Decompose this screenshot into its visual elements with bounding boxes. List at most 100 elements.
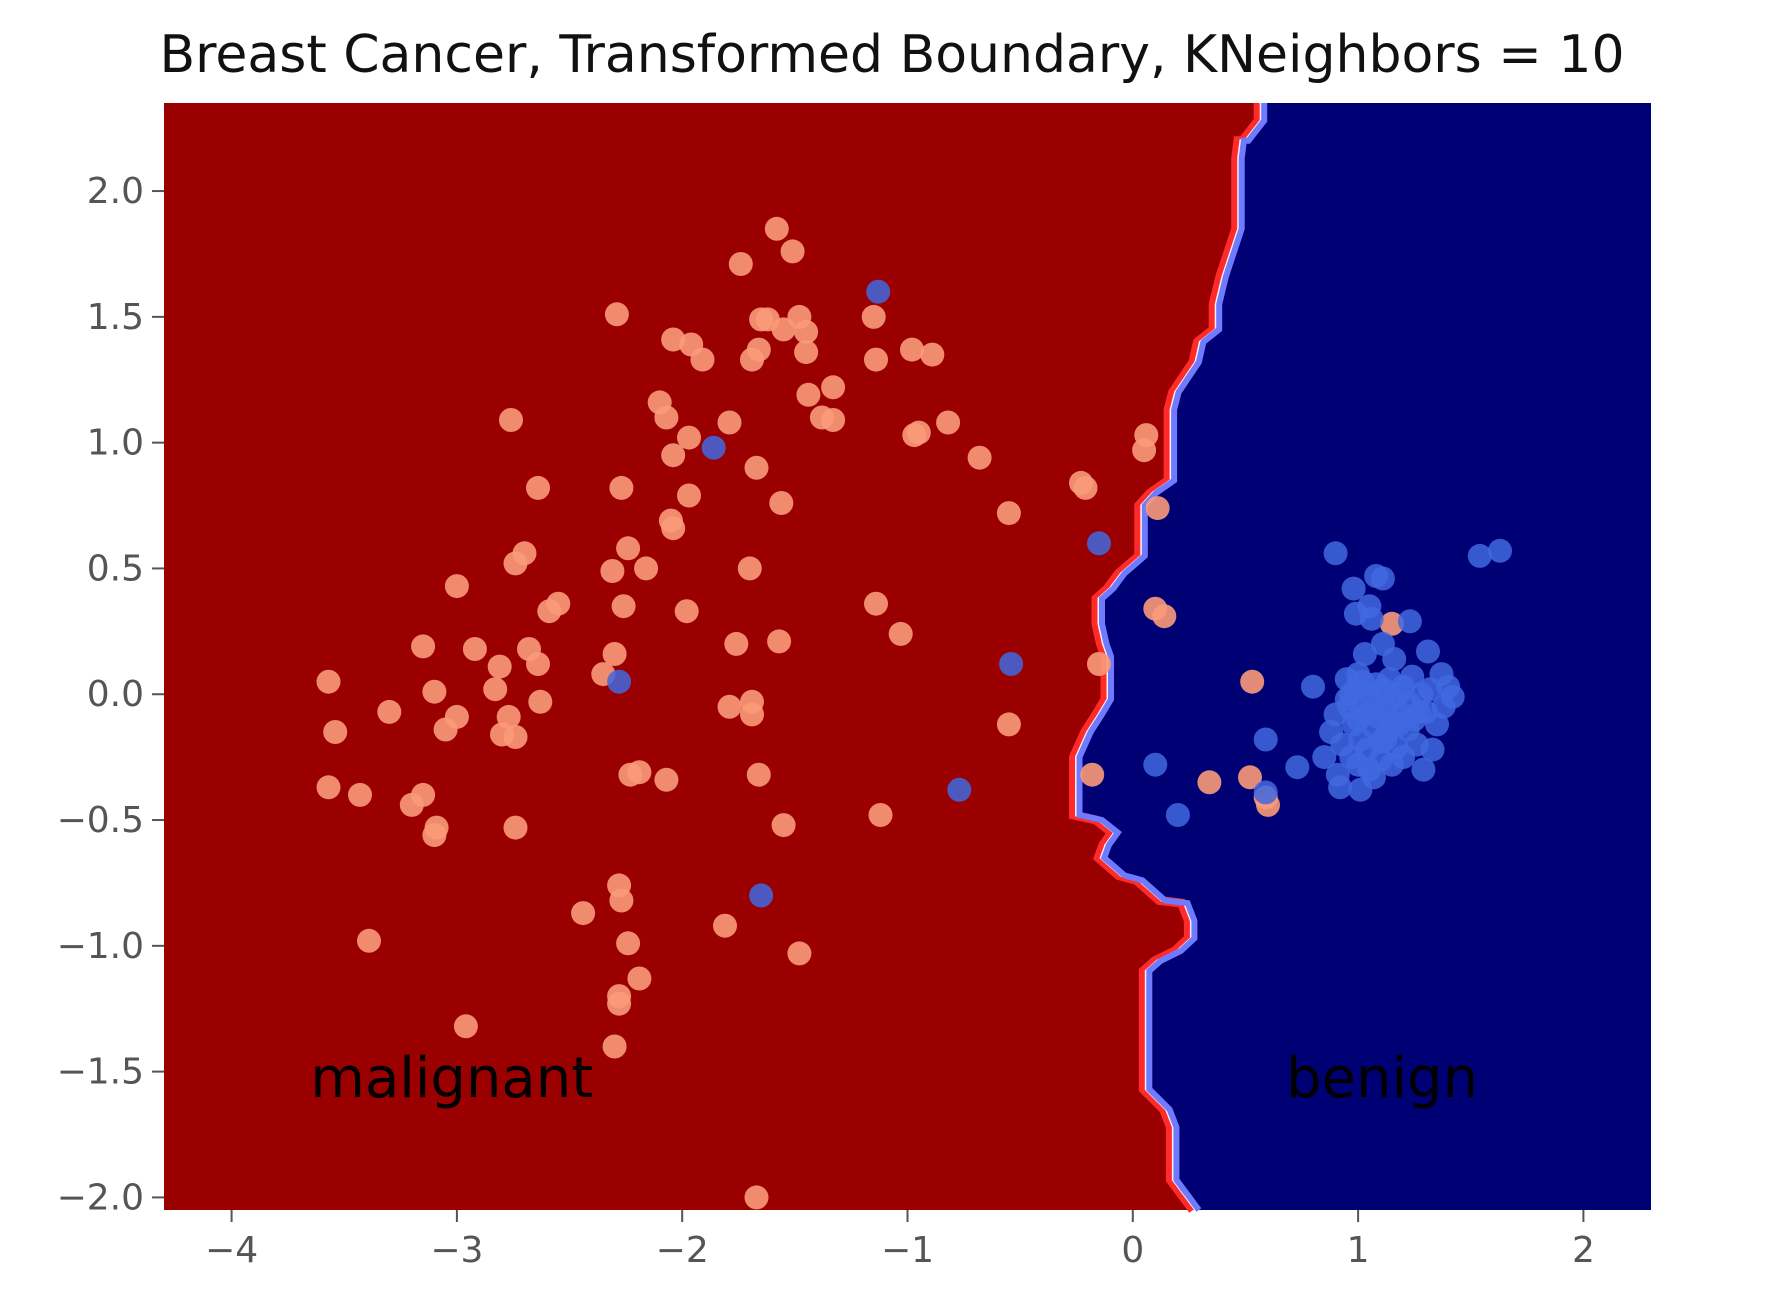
benign-point [1370, 566, 1395, 591]
malignant-point [654, 767, 679, 792]
malignant-point [607, 991, 632, 1016]
benign-point [1346, 662, 1371, 687]
malignant-point [744, 1185, 769, 1210]
y-tick-label: −0.5 [57, 800, 144, 841]
malignant-point [483, 677, 508, 702]
malignant-point [717, 694, 742, 719]
benign-point [1285, 755, 1310, 780]
x-tick-label: −1 [881, 1230, 934, 1271]
malignant-point [526, 475, 550, 500]
malignant-points [316, 216, 1404, 1210]
malignant-point [316, 775, 341, 800]
malignant-point [616, 931, 641, 956]
y-tick-label: 1.5 [87, 297, 144, 338]
malignant-point [1238, 765, 1262, 790]
malignant-point [600, 559, 625, 583]
malignant-point [728, 252, 753, 276]
malignant-point [677, 483, 701, 508]
benign-point [1406, 699, 1431, 724]
malignant-point [453, 1014, 478, 1039]
x-axis: −4 −3 −2 −1 0 1 2 [205, 1210, 1595, 1271]
benign-point [866, 279, 891, 304]
decision-boundary-benign-edge [1076, 103, 1268, 1212]
benign-point [947, 777, 972, 802]
malignant-point [746, 762, 771, 787]
malignant-point [661, 516, 686, 541]
malignant-point [611, 594, 636, 619]
benign-point [1352, 642, 1377, 666]
malignant-point [503, 725, 528, 749]
malignant-point [771, 317, 796, 342]
benign-point [1301, 674, 1325, 699]
chart-title: Breast Cancer, Transformed Boundary, KNe… [159, 25, 1624, 85]
malignant-point [906, 420, 931, 445]
malignant-point [433, 717, 458, 742]
malignant-point [604, 302, 629, 327]
malignant-point [740, 702, 764, 727]
benign-point [1386, 712, 1411, 737]
malignant-point [1379, 611, 1404, 636]
malignant-point [787, 941, 812, 966]
benign-point [1382, 647, 1407, 671]
malignant-point [821, 408, 846, 432]
malignant-point [411, 634, 436, 659]
malignant-point [967, 445, 992, 470]
benign-point [1467, 543, 1492, 568]
malignant-point [528, 689, 553, 714]
y-tick-label: −2.0 [57, 1177, 144, 1218]
malignant-point [769, 491, 794, 515]
decision-boundary-malignant-edge [1069, 103, 1263, 1213]
malignant-point [537, 599, 562, 624]
y-tick-label: 0.5 [87, 548, 144, 589]
malignant-point [462, 637, 487, 661]
benign-point [1087, 531, 1111, 556]
malignant-point [487, 654, 512, 679]
malignant-point [316, 669, 341, 694]
benign-point [607, 669, 632, 694]
malignant-point [377, 699, 402, 724]
malignant-point [794, 319, 819, 344]
benign-point [1429, 662, 1454, 687]
malignant-point [357, 928, 381, 953]
malignant-point [499, 408, 523, 432]
malignant-point [868, 803, 893, 827]
malignant-point [503, 815, 528, 840]
malignant-point [674, 599, 699, 624]
benign-label: benign [1286, 1046, 1478, 1111]
malignant-point [888, 621, 913, 646]
malignant-point [780, 239, 805, 264]
benign-point [1411, 757, 1436, 782]
malignant-point [920, 342, 945, 367]
malignant-point [661, 443, 686, 468]
malignant-point [627, 966, 652, 991]
malignant-point [900, 337, 924, 362]
benign-point [1253, 727, 1278, 752]
benign-point [1397, 609, 1422, 634]
malignant-point [348, 782, 372, 807]
malignant-point [571, 901, 596, 926]
malignant-point [936, 410, 961, 435]
malignant-point [713, 913, 737, 938]
benign-point [1488, 538, 1512, 563]
malignant-point [771, 813, 796, 838]
malignant-point [717, 410, 742, 435]
malignant-point [444, 574, 469, 599]
benign-points [607, 279, 1512, 908]
benign-point [1253, 780, 1278, 805]
malignant-point [627, 760, 652, 785]
malignant-point [503, 551, 528, 576]
benign-point [1391, 745, 1416, 770]
malignant-point [821, 375, 846, 400]
benign-point [749, 883, 774, 908]
benign-point [1341, 576, 1366, 601]
malignant-point [616, 536, 641, 561]
benign-point [1328, 775, 1353, 800]
malignant-point [794, 340, 819, 365]
y-tick-label: 1.0 [87, 423, 144, 464]
malignant-point [864, 591, 888, 616]
y-tick-label: 0.0 [87, 674, 144, 715]
benign-point [1416, 639, 1440, 664]
benign-point [1334, 687, 1359, 712]
malignant-point [764, 216, 789, 241]
